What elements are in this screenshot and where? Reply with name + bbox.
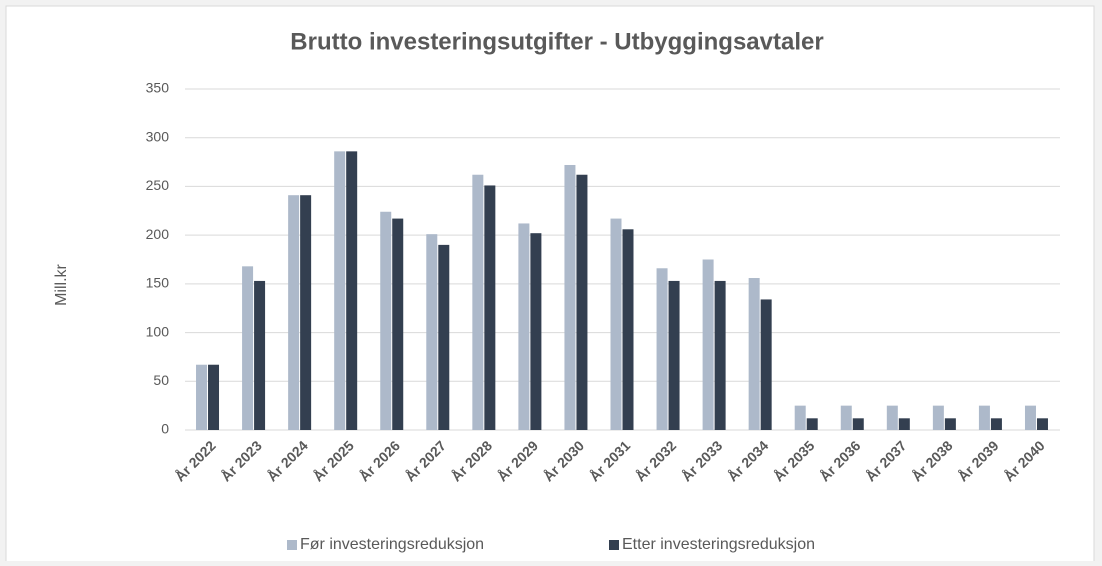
bar xyxy=(288,195,300,430)
y-axis-label: Mill.kr xyxy=(53,263,70,305)
bar xyxy=(990,418,1002,430)
bar xyxy=(852,418,864,430)
bar xyxy=(760,299,772,430)
y-tick-label: 200 xyxy=(146,226,170,242)
legend-label: Før investeringsreduksjon xyxy=(300,536,484,553)
bar xyxy=(208,364,220,430)
bar xyxy=(518,223,530,430)
bar xyxy=(392,218,404,430)
bar xyxy=(254,280,266,430)
y-tick-label: 300 xyxy=(146,128,170,144)
bar xyxy=(1024,405,1036,430)
bar xyxy=(714,280,726,430)
bar xyxy=(1036,418,1048,430)
bar xyxy=(346,151,358,430)
bar xyxy=(886,405,898,430)
legend-swatch xyxy=(609,540,619,550)
y-tick-label: 250 xyxy=(146,177,170,193)
bar xyxy=(806,418,818,430)
bar xyxy=(472,174,484,430)
chart-title: Brutto investeringsutgifter - Utbyggings… xyxy=(290,28,823,55)
bar xyxy=(702,259,714,430)
bar xyxy=(944,418,956,430)
bar xyxy=(334,151,346,430)
bar xyxy=(898,418,910,430)
bar xyxy=(484,185,496,430)
bar xyxy=(794,405,806,430)
y-tick-label: 350 xyxy=(146,80,170,96)
y-tick-label: 0 xyxy=(161,421,169,437)
bar xyxy=(438,244,450,430)
bar xyxy=(610,218,622,430)
chart-frame xyxy=(5,5,1095,566)
bar xyxy=(840,405,852,430)
bar xyxy=(300,195,312,430)
bar xyxy=(622,229,634,430)
y-tick-label: 50 xyxy=(153,372,169,388)
bar xyxy=(748,278,760,430)
bar xyxy=(196,364,208,430)
bar xyxy=(576,174,588,430)
bar xyxy=(242,266,254,430)
bar xyxy=(564,164,576,430)
bar xyxy=(656,268,668,430)
bar xyxy=(380,211,392,430)
y-tick-label: 100 xyxy=(146,323,170,339)
bar xyxy=(932,405,944,430)
bar xyxy=(426,234,438,430)
bar xyxy=(668,280,680,430)
bar xyxy=(978,405,990,430)
y-tick-label: 150 xyxy=(146,275,170,291)
bar xyxy=(530,233,542,430)
legend-label: Etter investeringsreduksjon xyxy=(622,536,815,553)
legend-swatch xyxy=(287,540,297,550)
